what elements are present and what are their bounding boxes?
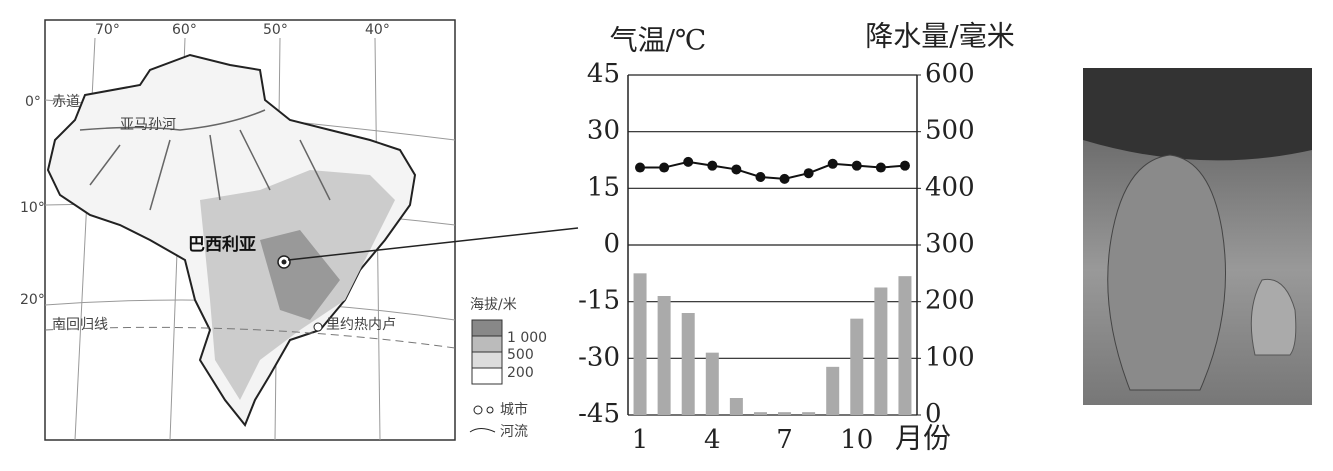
legend-city-icon [486, 406, 494, 414]
legend-level: 1 000 [507, 330, 547, 346]
city-marker [313, 322, 323, 332]
bar [850, 318, 864, 415]
y2-tick-label: 600 [925, 59, 975, 89]
city-label: 里约热内卢 [326, 317, 396, 333]
bar [898, 276, 912, 415]
temperature-point [875, 162, 886, 173]
river-label: 亚马孙河 [120, 117, 176, 133]
equator-label: 赤道 [52, 94, 80, 110]
y-tick-label: 0 [603, 229, 620, 259]
y2-tick-label: 300 [925, 229, 975, 259]
x-axis-label: 月份 [895, 422, 951, 455]
legend-city: 城市 [500, 401, 528, 418]
legend-swatch [471, 351, 503, 369]
bar [705, 352, 719, 415]
capital-label: 巴西利亚 [188, 234, 256, 255]
bar [633, 273, 647, 415]
y2-tick-label: 500 [925, 116, 975, 146]
bar [681, 313, 695, 415]
photo-trunk [1250, 278, 1297, 356]
temperature-point [851, 160, 862, 171]
y-tick-label: 30 [587, 116, 620, 146]
y2-tick-label: 100 [925, 342, 975, 372]
temperature-point [683, 156, 694, 167]
temperature-point [803, 168, 814, 179]
leader-line [287, 227, 579, 261]
y-tick-label: 45 [587, 59, 620, 89]
y-axis-label: 气温/℃ [610, 24, 707, 57]
y-tick-label: 15 [587, 172, 620, 202]
latitude-label: 10° [20, 200, 45, 216]
high-highland [260, 230, 340, 320]
latitude-label: 0° [25, 94, 41, 110]
climate-chart: 气温/℃ 降水量/毫米 月份 45 30 15 0 -15 -30 -45 600 500 400… [578, 20, 1015, 456]
longitude-label: 50° [263, 22, 288, 38]
latitude-label: 20° [20, 292, 45, 308]
legend-swatch [471, 319, 503, 337]
legend-swatch [471, 367, 503, 385]
rivers [79, 109, 331, 211]
temperature-point [899, 160, 910, 171]
temperature-point [827, 158, 838, 169]
tropic-line [44, 326, 456, 349]
legend-river-icon [469, 428, 496, 433]
longitude-label: 60° [172, 22, 197, 38]
x-tick-label: 7 [776, 425, 793, 455]
temperature-point [635, 162, 646, 173]
y-tick-label: -30 [578, 342, 620, 372]
temperature-line [640, 160, 906, 180]
bar [778, 412, 792, 415]
y2-axis-label: 降水量/毫米 [865, 20, 1014, 53]
legend-title: 海拔/米 [470, 297, 517, 313]
bar [729, 398, 743, 415]
x-tick-label: 10 [840, 425, 873, 455]
temperature-point [731, 164, 742, 175]
tropic-label: 南回归线 [52, 316, 108, 333]
temperature-point [707, 160, 718, 171]
temperature-point [779, 173, 790, 184]
bar [826, 366, 840, 415]
legend-level: 500 [507, 347, 534, 363]
bar [657, 296, 671, 415]
capital-marker [281, 259, 287, 265]
legend-level: 200 [507, 365, 534, 381]
y2-tick-label: 400 [925, 172, 975, 202]
y-tick-label: -45 [578, 399, 620, 429]
x-tick-label: 4 [704, 425, 721, 455]
photo [1083, 68, 1312, 405]
photo-canopy [1083, 68, 1312, 161]
longitude-label: 40° [365, 22, 390, 38]
legend-swatch [471, 335, 503, 353]
bar [874, 287, 888, 415]
y2-tick-label: 200 [925, 286, 975, 316]
longitude-label: 70° [95, 22, 120, 38]
y2-tick-label: 0 [925, 399, 942, 429]
photo-trunk [1107, 154, 1226, 391]
bar [802, 412, 816, 415]
legend-city-icon [473, 405, 483, 415]
temperature-point [659, 162, 670, 173]
legend-river: 河流 [500, 424, 528, 440]
x-tick-label: 1 [632, 425, 649, 455]
bar [753, 412, 767, 415]
map: 70° 60° 50° 40° 0° 10° 20° 赤道 亚马孙河 南回归线 … [20, 19, 579, 441]
temperature-point [755, 172, 766, 182]
y-tick-label: -15 [578, 286, 620, 316]
map-frame [44, 19, 456, 441]
